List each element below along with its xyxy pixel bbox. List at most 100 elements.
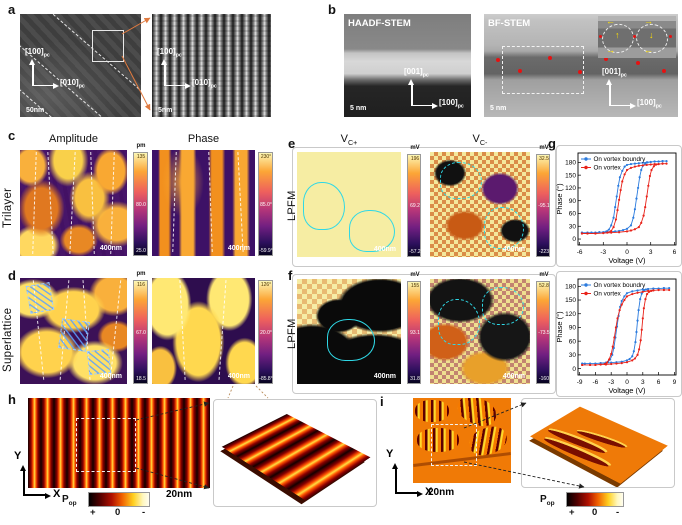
vortex-core-dot (578, 70, 582, 74)
row-label-lpfm: LPFM (286, 318, 298, 350)
colorbar-vc-minus: mV 32.5 -95.1 -223 (536, 145, 550, 257)
svg-text:0: 0 (625, 249, 629, 256)
row-label-lpfm: LPFM (286, 190, 298, 222)
vortex-boundary-line (32, 152, 37, 254)
scale-bar: 400nm (502, 373, 525, 381)
domain-stripe-patch (417, 428, 459, 452)
pop-colorbar (88, 492, 150, 507)
pop-colorbar-label: Pop (62, 494, 77, 507)
svg-text:0: 0 (625, 379, 629, 386)
right-arrow-icon (45, 493, 51, 500)
scale-bar: 5 nm (350, 105, 367, 113)
svg-text:6: 6 (657, 379, 661, 386)
panel-a-overview-stem-image: [100]pc [010]pc 50nm (20, 14, 141, 117)
image-title: HAADF-STEM (348, 18, 411, 29)
simulation-3d-panel (213, 399, 377, 507)
colorbar-f1: mV 155 93.1 31.8 (407, 272, 421, 384)
polarization-arrow-icon: → (644, 16, 653, 26)
y-axis-label: Y (386, 448, 394, 460)
lpfm-map-3: 400nm (297, 279, 401, 384)
axis-v-label: [100]pc (157, 47, 182, 59)
lpfm-map-4: 400nm (430, 279, 530, 384)
image-title: BF-STEM (488, 18, 531, 29)
scale-bar: 20nm (428, 487, 455, 498)
scale-bar: 400nm (373, 373, 396, 381)
domain-contour (349, 210, 395, 252)
svg-text:180: 180 (565, 284, 576, 291)
vortex-boundary-line (208, 152, 213, 252)
xy-axes: Y X (386, 448, 432, 500)
up-arrow-icon (606, 79, 612, 85)
scale-bar: 5nm (158, 107, 173, 115)
svg-text:On vortex: On vortex (594, 291, 622, 298)
domain-contour (484, 207, 524, 249)
right-arrow-icon (417, 491, 423, 498)
svg-text:60: 60 (569, 338, 577, 345)
pop-plus-sign: + (90, 507, 96, 518)
svg-text:Phase (°): Phase (°) (555, 311, 564, 343)
vortex-core-dot (518, 69, 522, 73)
roi-box (92, 30, 124, 62)
domain-contour (327, 319, 375, 361)
axis-h-label: [010]pc (192, 78, 217, 90)
vortex-core-dot (604, 57, 608, 61)
panel-label-a: a (8, 2, 16, 17)
vortex-boundary-line (179, 280, 186, 380)
pop-colorbar (566, 492, 624, 507)
right-arrow-icon (432, 103, 438, 110)
polarization-arrow-icon: ← (606, 16, 615, 26)
row-label-superlattice: Superlattice (2, 307, 14, 373)
xy-axes: Y X (14, 450, 60, 502)
svg-text:0: 0 (572, 366, 576, 373)
svg-text:0: 0 (572, 236, 576, 243)
vortex-core-dot (633, 35, 636, 38)
svg-text:90: 90 (569, 325, 577, 332)
vc-plus-title: VC+ (340, 133, 358, 148)
svg-text:-3: -3 (608, 379, 614, 386)
colorbar-amplitude: pm 135 80.0 25.0 (133, 143, 148, 256)
vortex-core-dot (662, 69, 666, 73)
polarization-arrow-icon: ← (644, 45, 653, 55)
haadf-stem-image: HAADF-STEM [001]pc [100]pc 5 nm (344, 14, 471, 117)
simulation-3d-panel (521, 398, 675, 488)
vortex-core-dot (496, 58, 500, 62)
svg-text:-6: -6 (592, 379, 598, 386)
svg-text:120: 120 (565, 185, 576, 192)
pop-zero-sign: 0 (115, 507, 121, 518)
polarization-arrow-icon: ↑ (615, 30, 620, 40)
domain-contour (440, 162, 482, 199)
panel-label-h: h (8, 392, 16, 407)
scale-bar: 400nm (373, 246, 396, 254)
svg-text:3: 3 (649, 249, 653, 256)
trilayer-phase-map: 400nm (152, 150, 255, 256)
vortex-schematic-inset: ← → ↑ ↓ → ← (598, 16, 676, 58)
svg-text:-6: -6 (577, 249, 583, 256)
panel-label-e: e (288, 136, 296, 151)
axis-h-label: [100]pc (637, 98, 662, 110)
axis-h-label: [010]pc (60, 78, 85, 90)
panel-label-g: g (548, 136, 556, 151)
amplitude-title: Amplitude (49, 133, 98, 145)
vortex-boundary-line (237, 152, 244, 252)
panel-link-line (255, 385, 269, 399)
axis-v-label: [100]pc (25, 47, 50, 59)
colorbar-phase: 230° 85.0° -59.9° (258, 152, 273, 256)
roi-dashed-box (76, 418, 136, 472)
svg-text:150: 150 (565, 172, 576, 179)
panel-label-b: b (328, 2, 336, 17)
vortex-boundary-line (218, 280, 227, 380)
roi-dashed-box (431, 424, 477, 466)
svg-text:150: 150 (565, 297, 576, 304)
labyrinth-3d-slab (530, 406, 668, 484)
right-arrow-icon (630, 103, 636, 110)
panel-a-zoom-stem-image: [100]pc [010]pc 5nm (152, 14, 271, 117)
up-arrow-icon (391, 463, 398, 469)
colorbar-amplitude: pm 116 67.0 18.5 (133, 271, 148, 384)
panel-label-i: i (380, 394, 384, 409)
up-arrow-icon (19, 465, 26, 471)
bf-stem-image: BF-STEM ← → ↑ ↓ → ← [001]pc [100]pc (484, 14, 678, 117)
vortex-boundary-line (90, 152, 95, 254)
vortex-region-hatch (58, 318, 90, 352)
scale-bar: 400nm (99, 373, 122, 381)
